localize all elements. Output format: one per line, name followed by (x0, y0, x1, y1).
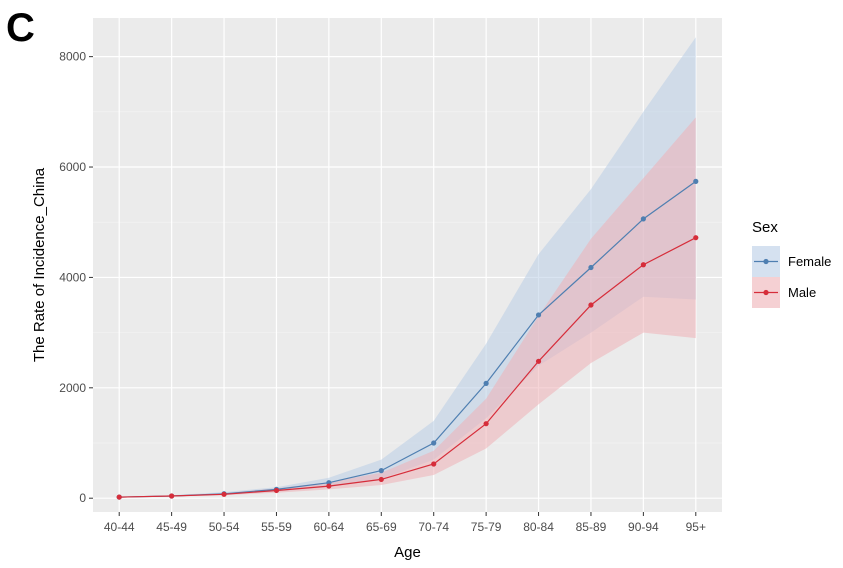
axes: 0 2000 4000 6000 8000 40-44 45-49 50-54 55-59 60-… (31, 50, 706, 561)
line-male (119, 237, 697, 498)
x-axis-title: Age (394, 544, 421, 561)
point-male (273, 487, 280, 494)
point-male (221, 491, 227, 497)
point-male (378, 476, 384, 483)
x-tick-label: 90-94 (628, 520, 659, 534)
plot-area (93, 18, 722, 512)
x-tick-label: 45-49 (156, 520, 187, 534)
legend-label-female: Female (788, 254, 831, 269)
y-tick-label: 8000 (59, 50, 86, 64)
point-male (326, 483, 332, 489)
point-male (169, 493, 175, 499)
y-tick-label: 0 (79, 491, 86, 505)
x-tick-label: 60-64 (314, 520, 345, 534)
y-axis-title: The Rate of Incidence_China (31, 167, 48, 362)
legend-point-male (763, 289, 769, 296)
point-female (378, 468, 384, 474)
point-male (588, 302, 594, 308)
y-tick-label: 2000 (59, 381, 86, 395)
legend-point-female (763, 258, 769, 265)
point-male (483, 421, 489, 427)
point-female (431, 440, 437, 446)
x-tick-label: 95+ (686, 520, 706, 534)
x-tick-label: 70-74 (418, 520, 449, 534)
point-female (640, 216, 646, 222)
x-tick-label: 40-44 (104, 520, 135, 534)
x-tick-label: 85-89 (576, 520, 607, 534)
point-male (431, 461, 437, 467)
legend-label-male: Male (788, 285, 816, 300)
point-male (640, 262, 646, 268)
x-tick-label: 75-79 (471, 520, 502, 534)
x-tick-label: 80-84 (523, 520, 554, 534)
point-male (693, 235, 699, 241)
point-female (693, 178, 699, 184)
panel-label: C (6, 6, 35, 50)
point-male (116, 494, 122, 500)
band-male (119, 117, 696, 498)
y-tick-label: 6000 (59, 160, 86, 174)
x-tick-label: 50-54 (209, 520, 240, 534)
point-male (535, 358, 542, 364)
legend-title: Sex (752, 219, 778, 236)
y-tick-label: 4000 (59, 270, 86, 284)
point-female (535, 312, 542, 318)
point-female (588, 264, 594, 271)
x-tick-label: 65-69 (366, 520, 397, 534)
point-female (483, 380, 489, 386)
x-tick-label: 55-59 (261, 520, 292, 534)
legend: Sex Female Male (752, 219, 831, 308)
